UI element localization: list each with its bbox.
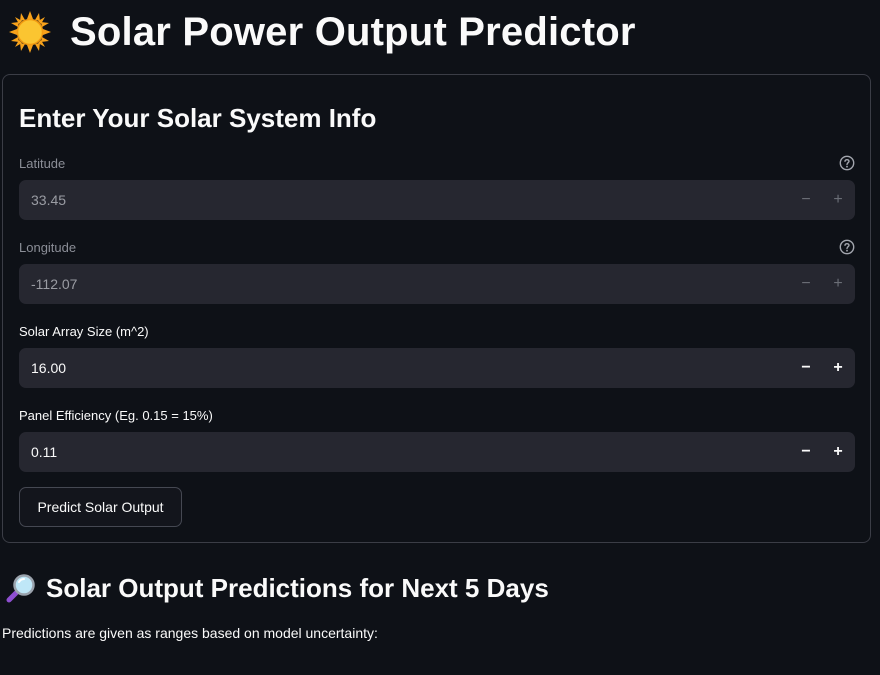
form-heading: Enter Your Solar System Info xyxy=(19,103,377,133)
panel-efficiency-increment-button[interactable]: + xyxy=(833,443,843,460)
latitude-input: 33.45 − + xyxy=(19,180,855,220)
panel-efficiency-input[interactable]: 0.11 − + xyxy=(19,432,855,472)
array-size-increment-button[interactable]: + xyxy=(833,359,843,376)
latitude-increment-button: + xyxy=(833,191,843,208)
page-title: Solar Power Output Predictor xyxy=(70,9,636,54)
longitude-decrement-button: − xyxy=(801,275,811,292)
panel-efficiency-label: Panel Efficiency (Eg. 0.15 = 15%) xyxy=(19,408,213,423)
predict-button[interactable]: Predict Solar Output xyxy=(19,487,182,527)
help-icon[interactable] xyxy=(839,155,855,171)
longitude-increment-button: + xyxy=(833,275,843,292)
predictions-heading: Solar Output Predictions for Next 5 Days xyxy=(46,572,549,603)
sun-icon xyxy=(9,11,51,53)
array-size-value[interactable]: 16.00 xyxy=(31,360,67,376)
panel-efficiency-decrement-button[interactable]: − xyxy=(801,443,811,460)
array-size-decrement-button[interactable]: − xyxy=(801,359,811,376)
predictions-header: Solar Output Predictions for Next 5 Days xyxy=(6,570,549,606)
latitude-label: Latitude xyxy=(19,156,66,171)
solar-system-form: Enter Your Solar System Info Latitude 33… xyxy=(2,74,871,543)
panel-efficiency-value[interactable]: 0.11 xyxy=(31,444,58,460)
longitude-label: Longitude xyxy=(19,240,77,255)
latitude-decrement-button: − xyxy=(801,191,811,208)
latitude-value: 33.45 xyxy=(31,192,67,208)
longitude-input: -112.07 − + xyxy=(19,264,855,304)
help-icon[interactable] xyxy=(839,239,855,255)
longitude-value: -112.07 xyxy=(31,276,78,292)
array-size-input[interactable]: 16.00 − + xyxy=(19,348,855,388)
predictions-caption: Predictions are given as ranges based on… xyxy=(2,625,378,641)
title-row: Solar Power Output Predictor xyxy=(8,6,636,58)
magnifier-icon xyxy=(6,574,35,603)
array-size-label: Solar Array Size (m^2) xyxy=(19,324,149,339)
